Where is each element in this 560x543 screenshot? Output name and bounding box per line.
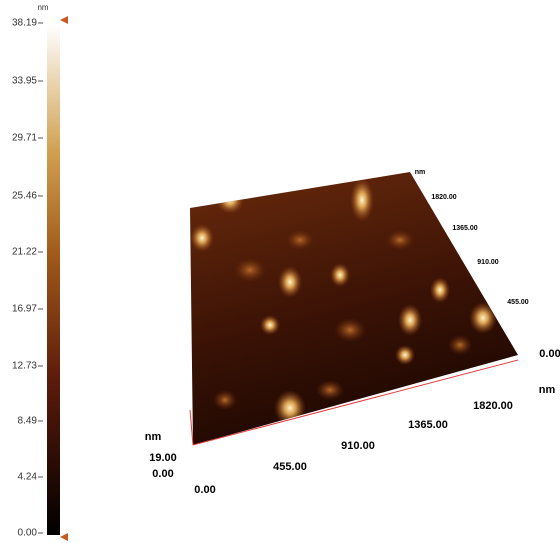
colorbar-tick-label: 4.24 xyxy=(18,472,38,483)
z-max: 19.00 xyxy=(149,452,177,464)
colorbar-tick-label: 29.71 xyxy=(12,133,37,144)
colorbar-tick-label: 38.19 xyxy=(12,18,37,29)
y-tick-label: 910.00 xyxy=(477,259,499,266)
y-start: 0.00 xyxy=(539,348,560,360)
x-unit: nm xyxy=(539,384,556,396)
y-tick-label: 1820.00 xyxy=(431,194,456,201)
x-tick-label: 1820.00 xyxy=(473,400,513,412)
y-tick-label: 1365.00 xyxy=(452,225,477,232)
colorbar xyxy=(47,25,60,535)
afm-figure: nm38.1933.9529.7125.4621.2216.9712.738.4… xyxy=(0,0,560,543)
x-tick-label: 455.00 xyxy=(273,461,307,473)
y-unit: nm xyxy=(415,169,426,176)
colorbar-tick-label: 21.22 xyxy=(12,247,37,258)
colorbar-tick-label: 0.00 xyxy=(18,528,38,539)
colorbar-unit: nm xyxy=(37,3,48,12)
colorbar-tick-label: 8.49 xyxy=(18,416,38,427)
z-min: 0.00 xyxy=(152,468,173,480)
z-unit: nm xyxy=(145,431,162,443)
x-tick-label: 0.00 xyxy=(194,484,215,496)
colorbar-tick-label: 16.97 xyxy=(12,304,37,315)
colorbar-tick-label: 25.46 xyxy=(12,191,37,202)
y-tick-label: 455.00 xyxy=(507,299,529,306)
colorbar-tick-label: 12.73 xyxy=(12,361,37,372)
x-tick-label: 910.00 xyxy=(341,440,375,452)
x-tick-label: 1365.00 xyxy=(408,419,448,431)
colorbar-tick-label: 33.95 xyxy=(12,76,37,87)
marker xyxy=(60,16,68,24)
surface xyxy=(190,172,518,445)
marker xyxy=(60,533,68,541)
